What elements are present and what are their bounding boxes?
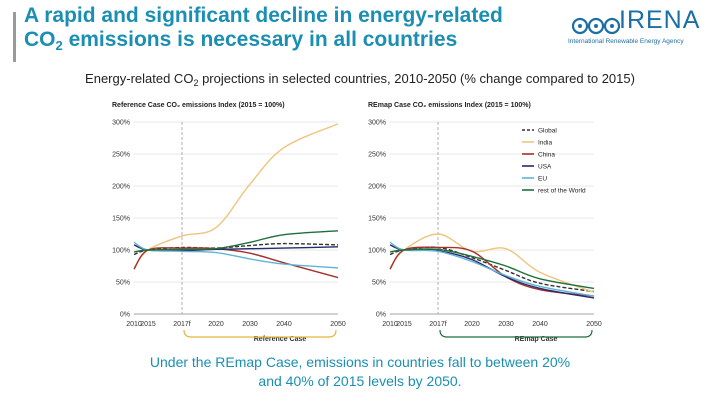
remap-y-tick-label: 50% (372, 280, 386, 287)
reference-series-rest-of-the-world (133, 230, 339, 253)
remap-x-tick-label: 2015 (396, 321, 412, 328)
reference-y-tick-label: 150% (112, 216, 130, 223)
remap-chart-title: REmap Case CO₂ emissions Index (2015 = 1… (368, 102, 531, 109)
legend-label-china: China (538, 152, 555, 159)
reference-x-tick-label: 2050 (330, 321, 346, 328)
legend-label-global: Global (538, 128, 557, 135)
remap-series-usa (389, 244, 595, 299)
logo-tagline: International Renewable Energy Agency (568, 38, 684, 45)
reference-series-china (133, 247, 339, 279)
reference-chart-title: Reference Case CO₂ emissions Index (2015… (112, 102, 285, 109)
remap-y-tick-label: 250% (368, 152, 386, 159)
legend-label-rest-of-the-world: rest of the World (538, 188, 586, 195)
reference-case-bracket (183, 329, 337, 338)
remap-case-bracket (439, 329, 593, 338)
remap-series-china (389, 246, 595, 297)
remap-y-tick-label: 150% (368, 216, 386, 223)
logo-name: IRENA (619, 6, 701, 34)
remap-legend: Global India China USA EU rest of the World (522, 128, 586, 195)
reference-case-label: Reference Case (254, 336, 307, 343)
reference-x-tick-label: 2010 (126, 321, 142, 328)
title-line-2: emissions is necessary in all countries (62, 28, 458, 51)
title-accent-bar (13, 12, 16, 62)
remap-y-tick-label: 300% (368, 120, 386, 127)
remap-series-rest-of-the-world (389, 248, 595, 290)
legend-label-eu: EU (538, 176, 547, 183)
title-subscript: 2 (55, 38, 63, 53)
summary-note: Under the REmap Case, emissions in count… (0, 353, 720, 391)
reference-x-tick-label: 2030 (242, 321, 258, 328)
reference-x-tick-label: 2020 (208, 321, 224, 328)
title-co: CO (24, 28, 56, 51)
legend-label-india: India (538, 140, 552, 147)
reference-y-tick-label: 200% (112, 184, 130, 191)
reference-y-tick-label: 0% (120, 312, 130, 319)
summary-line-1: Under the REmap Case, emissions in count… (149, 354, 571, 370)
reference-x-tick-label: 2015 (140, 321, 156, 328)
reference-x-tick-label: 2040 (276, 321, 292, 328)
reference-y-tick-label: 300% (112, 120, 130, 127)
remap-case-label: REmap Case (515, 336, 558, 343)
reference-case-chart: Reference Case CO₂ emissions Index (2015… (112, 102, 346, 343)
remap-x-tick-label: 2040 (532, 321, 548, 328)
remap-x-tick-label: 2010 (382, 321, 398, 328)
remap-x-tick-label: 2020 (464, 321, 480, 328)
remap-y-tick-label: 200% (368, 184, 386, 191)
remap-x-tick-label: 2017f (429, 321, 447, 328)
reference-y-tick-label: 100% (112, 248, 130, 255)
figure-title: Energy-related CO2 projections in select… (0, 71, 720, 88)
remap-x-tick-label: 2050 (586, 321, 602, 328)
figure-title-pre: Energy-related CO (85, 71, 194, 86)
reference-y-tick-label: 250% (112, 152, 130, 159)
remap-y-tick-label: 0% (376, 312, 386, 319)
summary-line-2: and 40% of 2015 levels by 2050. (258, 373, 462, 389)
figure-title-post: projections in selected countries, 2010-… (198, 71, 635, 86)
irena-logo-icon (571, 17, 621, 35)
figure-title-subscript: 2 (193, 78, 199, 88)
remap-x-tick-label: 2030 (498, 321, 514, 328)
slide-title: A rapid and significant decline in energ… (24, 4, 524, 58)
reference-x-tick-label: 2017f (173, 321, 191, 328)
legend-label-usa: USA (538, 164, 552, 171)
remap-case-chart: REmap Case CO₂ emissions Index (2015 = 1… (368, 102, 602, 343)
remap-y-tick-label: 100% (368, 248, 386, 255)
title-line-1: A rapid and significant decline in energ… (24, 4, 503, 27)
reference-y-tick-label: 50% (116, 280, 130, 287)
